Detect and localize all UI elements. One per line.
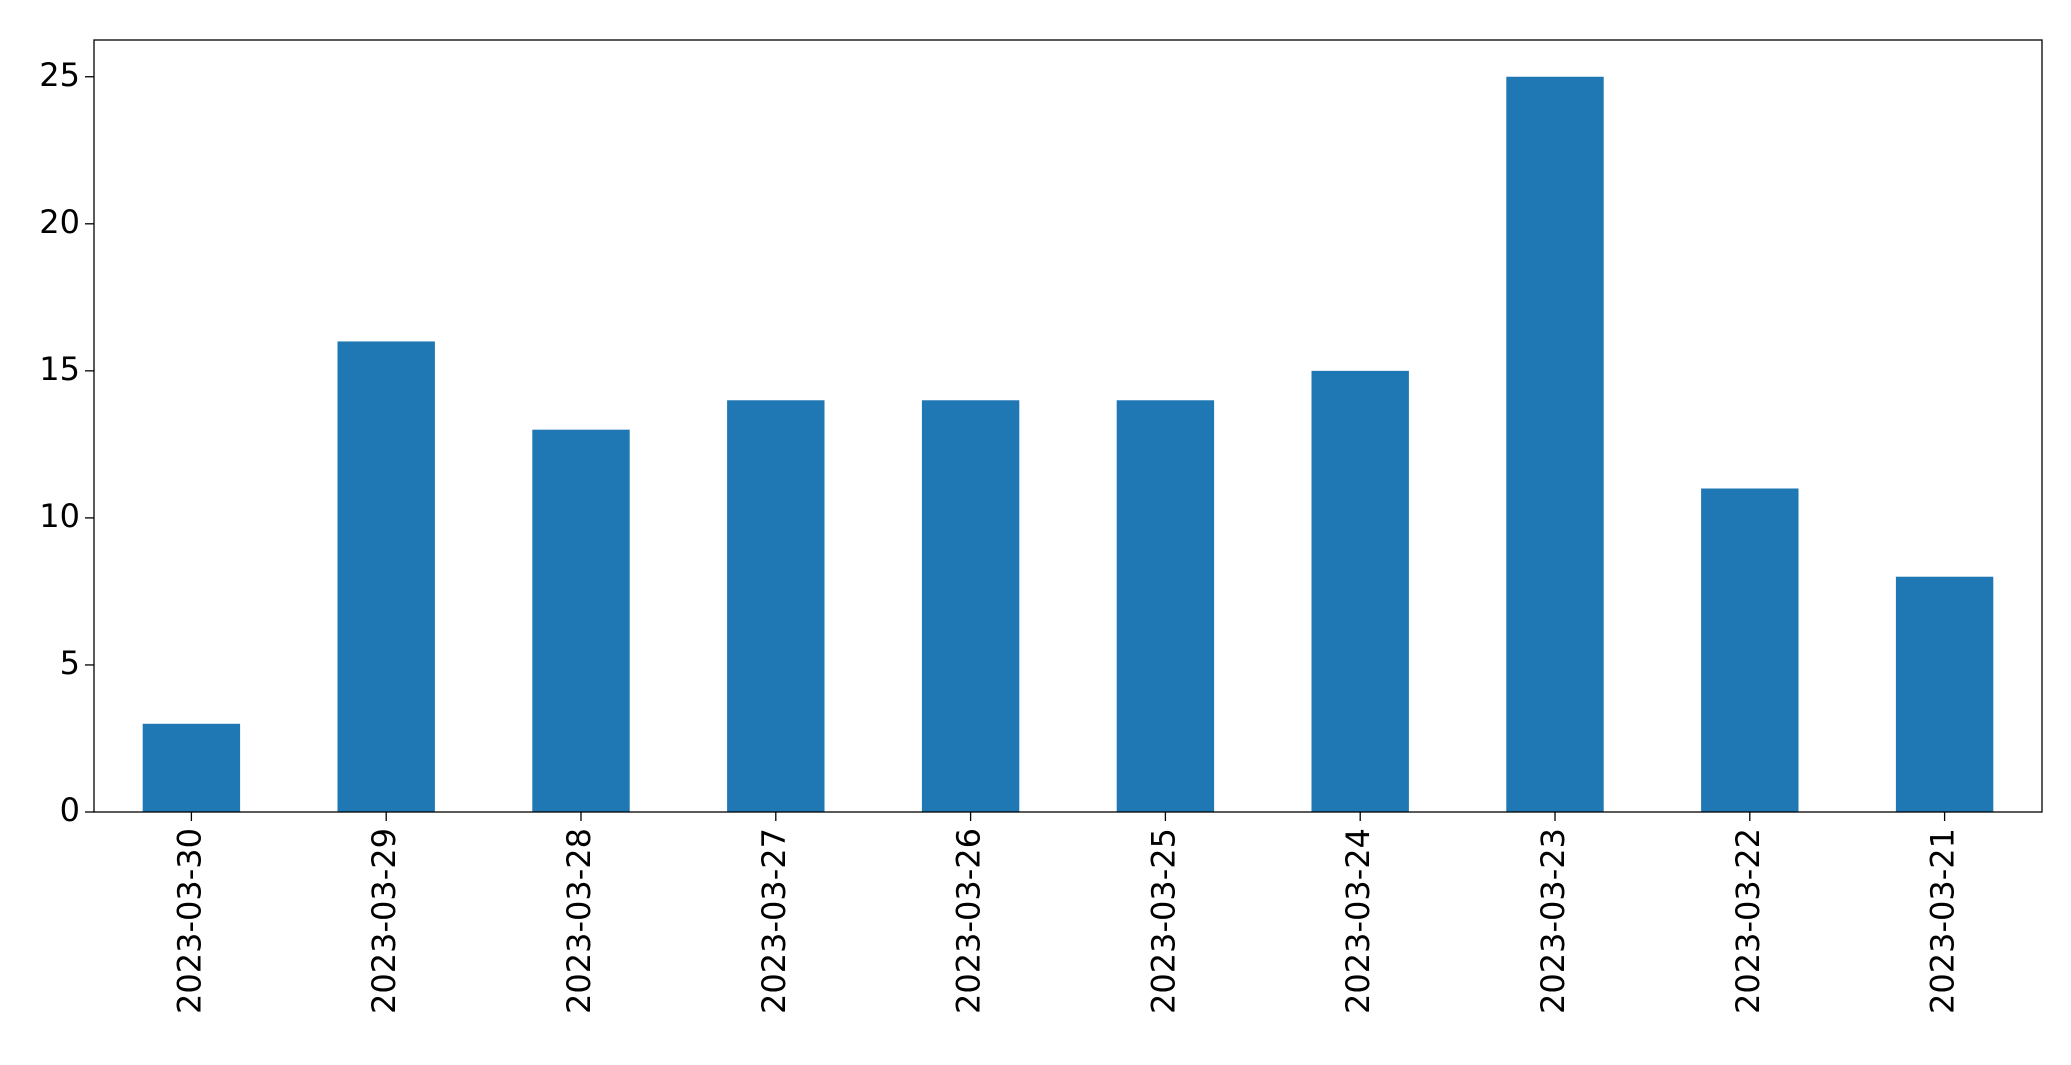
x-tick-label: 2023-03-26 (950, 828, 988, 1014)
bar (1895, 576, 1994, 812)
x-tick-label: 2023-03-27 (755, 828, 793, 1014)
x-tick-label: 2023-03-24 (1339, 828, 1377, 1014)
x-tick-label: 2023-03-29 (365, 828, 403, 1014)
y-tick-label: 0 (60, 791, 80, 829)
bar (1116, 400, 1215, 812)
bar (1506, 76, 1604, 812)
y-tick-label: 15 (39, 350, 80, 388)
y-tick-label: 10 (39, 497, 80, 535)
x-tick-label: 2023-03-28 (560, 828, 598, 1014)
bar (532, 429, 630, 812)
bar (337, 341, 435, 812)
x-tick-label: 2023-03-23 (1534, 828, 1572, 1014)
x-tick-label: 2023-03-25 (1144, 828, 1182, 1014)
bar (921, 400, 1020, 812)
y-tick-label: 25 (39, 56, 80, 94)
bar (1311, 370, 1409, 812)
x-tick-label: 2023-03-21 (1924, 828, 1962, 1014)
bar (727, 400, 825, 812)
y-tick-label: 5 (60, 644, 80, 682)
bar (1701, 488, 1799, 812)
x-tick-label: 2023-03-22 (1729, 828, 1767, 1014)
y-tick-label: 20 (39, 203, 80, 241)
plot-frame (93, 39, 2043, 813)
x-tick-label: 2023-03-30 (170, 828, 208, 1014)
bar (142, 723, 241, 812)
